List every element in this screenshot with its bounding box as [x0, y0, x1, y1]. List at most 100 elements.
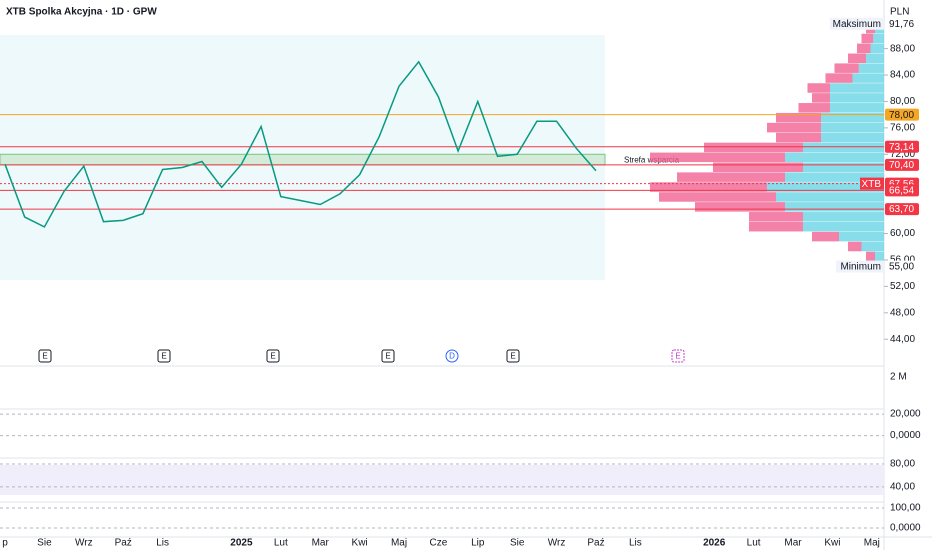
profile-buy [785, 172, 884, 182]
x-tick-label: Lip [471, 538, 485, 549]
profile-buy [830, 103, 884, 113]
profile-sell [798, 103, 830, 113]
profile-sell [834, 63, 859, 73]
event-marker [445, 349, 459, 363]
profile-sell [767, 122, 821, 133]
profile-sell [704, 142, 803, 153]
profile-buy [821, 112, 884, 123]
y-tick-label: 76,00 [890, 123, 915, 134]
profile-buy [839, 231, 884, 242]
profile-buy [803, 212, 884, 222]
profile-sell [776, 132, 821, 143]
event-label: E [270, 352, 275, 361]
chart-title: XTB Spolka Akcyjna · 1D · GPW [6, 7, 157, 18]
y-tick-label: 84,00 [890, 70, 915, 81]
y-tick-label: 48,00 [890, 307, 915, 318]
x-tick-label: Kwi [352, 538, 368, 549]
event-marker [38, 349, 52, 363]
event-label: E [675, 352, 680, 361]
y-tick-label: 72,00 [890, 149, 915, 160]
profile-buy [861, 241, 884, 252]
rsi-band [0, 465, 884, 495]
profile-buy [858, 63, 884, 73]
y-tick-label: 80,00 [890, 96, 915, 107]
x-tick-label: Lut [747, 538, 761, 549]
currency: PLN [890, 7, 909, 18]
event-label: E [161, 352, 166, 361]
profile-buy [866, 53, 884, 64]
y-tick-label: 44,00 [890, 334, 915, 345]
price-level-label: 73,14 [889, 142, 914, 153]
profile-buy [821, 122, 884, 133]
profile-buy [870, 43, 884, 54]
x-tick-label: 2025 [230, 538, 253, 549]
price-level-box [885, 184, 919, 197]
price-note-box [830, 17, 884, 30]
profile-buy [785, 152, 884, 163]
price-level-box [885, 17, 919, 30]
price-level-label: 91,76 [889, 19, 914, 30]
x-tick-label: Mar [312, 538, 330, 549]
profile-buy [873, 33, 884, 44]
profile-buy [875, 251, 884, 262]
profile-sell [749, 221, 803, 232]
profile-sell [848, 53, 866, 64]
event-marker [157, 349, 171, 363]
pane-tick-label: 0,0000 [890, 430, 921, 441]
price-level-label: 55,00 [889, 262, 914, 273]
event-label: E [42, 352, 47, 361]
x-tick-label: p [2, 538, 8, 549]
event-marker [266, 349, 280, 363]
price-level-box [885, 260, 919, 273]
y-tick-label: 52,00 [890, 281, 915, 292]
profile-sell [713, 162, 803, 172]
price-note: Maksimum [833, 19, 881, 30]
event-label: E [385, 352, 390, 361]
event-label: D [449, 352, 455, 361]
price-level-box [885, 203, 919, 216]
y-tick-label: 88,00 [890, 43, 915, 54]
pane-tick-label: 0,0000 [890, 523, 921, 534]
support-zone [0, 153, 606, 166]
pane-tick-label: 80,00 [890, 459, 915, 470]
pane-tick-label: 20,000 [890, 409, 921, 420]
profile-buy [852, 73, 884, 83]
profile-sell [848, 241, 862, 252]
price-level-label: 66,54 [889, 185, 914, 196]
x-tick-label: Sie [37, 538, 52, 549]
x-tick-label: Kwi [824, 538, 840, 549]
profile-sell [650, 182, 767, 192]
profile-sell [812, 231, 839, 242]
profile-sell [677, 172, 785, 182]
event-marker [671, 349, 685, 363]
profile-buy [830, 93, 884, 103]
profile-sell [861, 33, 874, 44]
profile-sell [857, 43, 871, 54]
x-tick-label: Paź [115, 538, 132, 549]
event-marker [506, 349, 520, 363]
profile-sell [866, 251, 875, 262]
profile-buy [803, 221, 884, 232]
profile-buy [776, 192, 884, 202]
profile-sell [695, 202, 785, 212]
price-note-box [860, 177, 884, 190]
profile-buy [830, 83, 884, 93]
price-level-label: 78,00 [889, 110, 914, 121]
profile-sell [812, 93, 830, 103]
price-level-box [885, 158, 919, 171]
pane-tick-label: 2 M [890, 371, 907, 382]
profile-sell [825, 73, 853, 83]
price-line [4, 60, 597, 228]
profile-buy [803, 162, 884, 172]
x-tick-label: Wrz [548, 538, 566, 549]
profile-buy [803, 142, 884, 153]
price-note: Minimum [840, 262, 881, 273]
price-level-label: 70,40 [889, 160, 914, 171]
profile-sell [650, 152, 785, 163]
price-note-box [836, 260, 884, 273]
price-level-box [885, 108, 919, 121]
x-tick-label: Paź [587, 538, 604, 549]
event-marker [381, 349, 395, 363]
profile-sell [807, 83, 830, 93]
